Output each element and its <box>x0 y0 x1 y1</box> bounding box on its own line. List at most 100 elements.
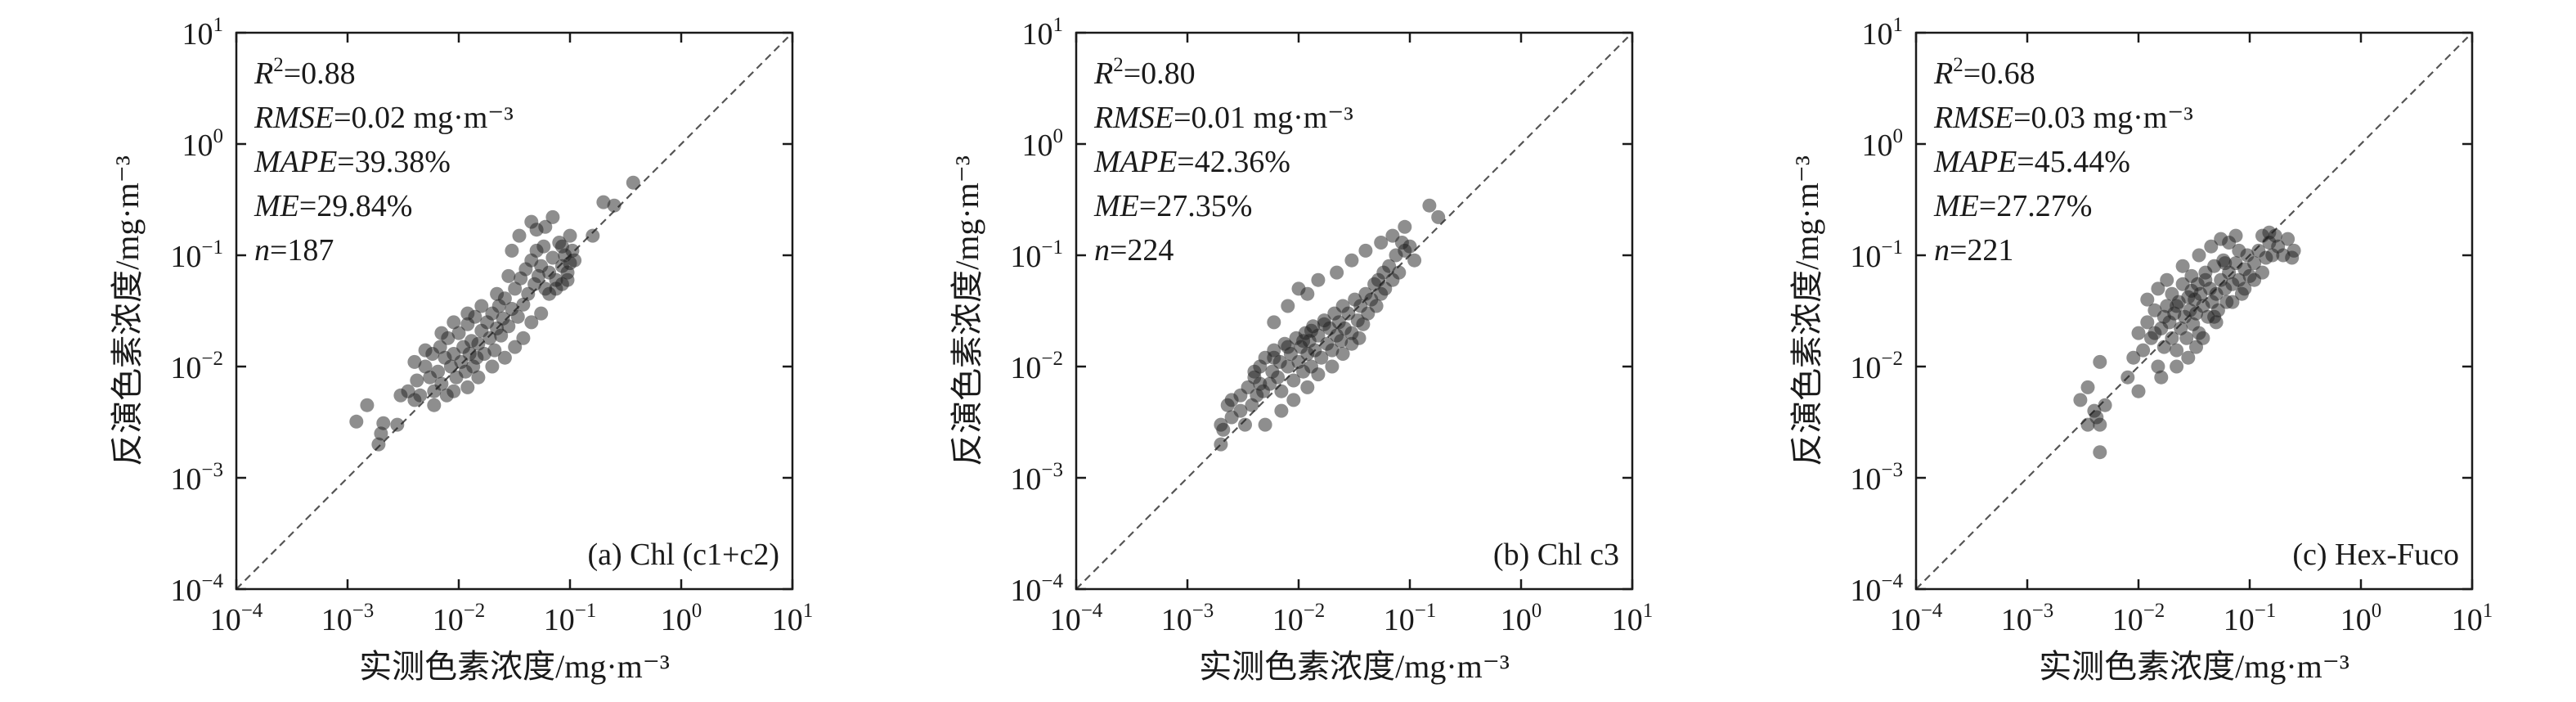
data-point <box>1385 228 1400 243</box>
x-tick-label: 10−4 <box>210 600 263 637</box>
data-point <box>2198 272 2213 287</box>
data-point <box>505 243 519 258</box>
data-point <box>1286 373 1301 388</box>
data-point <box>2179 331 2194 345</box>
data-point <box>524 315 539 330</box>
data-point <box>596 195 611 209</box>
y-tick-label: 101 <box>1022 14 1064 52</box>
data-point <box>554 239 569 254</box>
data-point <box>2131 384 2146 398</box>
data-point <box>2140 315 2155 330</box>
y-tick-label: 100 <box>182 125 224 163</box>
data-point <box>1352 331 1367 345</box>
data-point <box>1431 209 1446 224</box>
data-point <box>2247 256 2262 271</box>
x-tick-label: 10−2 <box>2112 600 2165 637</box>
data-point <box>1398 219 1412 234</box>
data-point <box>516 297 531 312</box>
data-point <box>482 331 497 345</box>
stat-rmse: RMSE=0.03 mg·m⁻³ <box>1933 101 2193 135</box>
data-point <box>431 364 446 379</box>
data-point <box>2156 309 2171 324</box>
data-point <box>626 175 640 190</box>
data-point <box>2093 417 2107 432</box>
y-tick-label: 10−1 <box>1850 236 1903 274</box>
y-tick-label: 100 <box>1862 125 1904 163</box>
data-point <box>538 219 553 234</box>
data-point <box>1304 323 1318 338</box>
data-point <box>1258 417 1272 432</box>
panel-label: (a) Chl (c1+c2) <box>587 538 779 572</box>
stat-n: n=224 <box>1094 233 1174 268</box>
x-tick-label: 101 <box>772 600 814 637</box>
data-point <box>1382 259 1397 273</box>
data-point <box>434 326 449 340</box>
data-point <box>545 209 560 224</box>
data-point <box>563 256 577 271</box>
data-point <box>2126 350 2141 365</box>
stat-mape: MAPE=39.38% <box>254 145 451 179</box>
data-point <box>2175 259 2190 273</box>
y-tick-label: 10−2 <box>170 348 223 385</box>
data-point <box>1325 359 1340 374</box>
data-point <box>418 343 433 358</box>
data-point <box>2204 239 2219 254</box>
data-points <box>349 175 640 452</box>
x-tick-label: 10−2 <box>1272 600 1326 637</box>
data-point <box>1224 393 1239 407</box>
data-point <box>2237 281 2252 296</box>
data-point <box>418 359 433 374</box>
data-point <box>2181 350 2196 365</box>
data-point <box>390 417 405 432</box>
data-point <box>2170 299 2184 313</box>
data-point <box>512 228 527 243</box>
data-point <box>1300 286 1315 301</box>
data-point <box>447 384 461 398</box>
data-point <box>1267 350 1281 365</box>
data-point <box>1286 393 1301 407</box>
panel-label: (c) Hex-Fuco <box>2292 538 2459 572</box>
data-point <box>516 331 531 345</box>
data-point <box>2189 340 2203 354</box>
data-point <box>2192 248 2206 263</box>
data-point <box>607 198 622 213</box>
data-point <box>1330 265 1344 280</box>
data-point <box>2214 232 2228 246</box>
x-tick-label: 10−1 <box>2224 600 2277 637</box>
y-tick-label: 10−4 <box>1850 570 1903 608</box>
data-point <box>471 370 486 385</box>
x-tick-label: 10−4 <box>1890 600 1943 637</box>
data-point <box>413 388 428 403</box>
data-point <box>545 250 560 265</box>
data-point <box>536 239 551 254</box>
stat-mape: MAPE=45.44% <box>1933 145 2130 179</box>
x-tick-label: 100 <box>661 600 702 637</box>
stat-rmse: RMSE=0.02 mg·m⁻³ <box>254 101 514 135</box>
x-tick-label: 101 <box>2452 600 2493 637</box>
data-point <box>1247 364 1262 379</box>
data-point <box>534 306 549 321</box>
data-point <box>1334 334 1349 349</box>
data-point <box>451 326 466 340</box>
x-tick-label: 10−3 <box>2001 600 2054 637</box>
data-point <box>1274 384 1289 398</box>
data-point <box>360 398 375 412</box>
data-point <box>1407 253 1422 268</box>
plot-frame <box>1914 31 2474 591</box>
data-point <box>374 426 388 441</box>
data-point <box>1374 236 1389 250</box>
data-point <box>2218 256 2233 271</box>
data-point <box>501 319 516 334</box>
y-axis-label: 反演色素浓度/mg·m⁻³ <box>1788 155 1825 466</box>
data-point <box>460 380 475 394</box>
y-tick-label: 10−3 <box>1010 459 1063 497</box>
data-point <box>1214 437 1228 452</box>
y-tick-label: 10−1 <box>170 236 223 274</box>
data-point <box>485 359 500 374</box>
data-point <box>2232 243 2246 258</box>
data-point <box>2160 272 2174 287</box>
data-point <box>410 373 424 388</box>
data-point <box>447 315 461 330</box>
data-point <box>2247 272 2262 287</box>
